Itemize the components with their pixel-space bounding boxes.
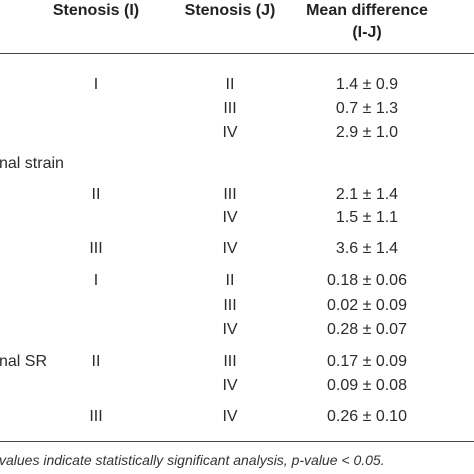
cell-mean-diff: 0.09 ± 0.08 xyxy=(327,377,407,394)
cell-stenosis-i: III xyxy=(89,408,103,425)
cell-stenosis-j: IV xyxy=(222,377,238,394)
cell-stenosis-j: IV xyxy=(222,240,238,257)
cell-stenosis-j: II xyxy=(225,76,235,93)
cell-stenosis-i: III xyxy=(89,240,103,257)
cell-stenosis-j: III xyxy=(223,353,237,370)
cell-stenosis-j: IV xyxy=(222,209,238,226)
cell-stenosis-j: IV xyxy=(222,408,238,425)
header-stenosis-j: Stenosis (J) xyxy=(184,2,276,19)
cell-mean-diff: 1.4 ± 0.9 xyxy=(335,76,399,93)
cell-mean-diff: 1.5 ± 1.1 xyxy=(335,209,399,226)
cell-stenosis-j: IV xyxy=(222,124,238,141)
cell-stenosis-j: III xyxy=(223,297,237,314)
cell-stenosis-i: I xyxy=(93,272,99,289)
cell-mean-diff: 0.26 ± 0.10 xyxy=(327,408,407,425)
group-label-sr: nal SR xyxy=(0,353,48,370)
header-rule xyxy=(0,53,474,54)
footnote: values indicate statistically significan… xyxy=(0,452,385,468)
cell-stenosis-i: II xyxy=(91,353,101,370)
cell-stenosis-j: IV xyxy=(222,321,238,338)
cell-mean-diff: 0.7 ± 1.3 xyxy=(335,100,399,117)
cell-mean-diff: 3.6 ± 1.4 xyxy=(335,240,399,257)
cell-mean-diff: 0.02 ± 0.09 xyxy=(327,297,407,314)
header-mean-difference: Mean difference xyxy=(306,2,428,19)
cell-stenosis-j: III xyxy=(223,186,237,203)
header-stenosis-i: Stenosis (I) xyxy=(52,2,140,19)
cell-stenosis-i: II xyxy=(91,186,101,203)
cell-mean-diff: 0.28 ± 0.07 xyxy=(327,321,407,338)
group-label-strain: nal strain xyxy=(0,155,64,172)
bottom-rule xyxy=(0,441,474,442)
header-mean-difference-unit: (I-J) xyxy=(352,24,382,41)
cell-stenosis-i: I xyxy=(93,76,99,93)
cell-stenosis-j: II xyxy=(225,272,235,289)
cell-mean-diff: 2.1 ± 1.4 xyxy=(335,186,399,203)
cell-stenosis-j: III xyxy=(223,100,237,117)
cell-mean-diff: 0.18 ± 0.06 xyxy=(327,272,407,289)
cell-mean-diff: 0.17 ± 0.09 xyxy=(327,353,407,370)
cell-mean-diff: 2.9 ± 1.0 xyxy=(335,124,399,141)
